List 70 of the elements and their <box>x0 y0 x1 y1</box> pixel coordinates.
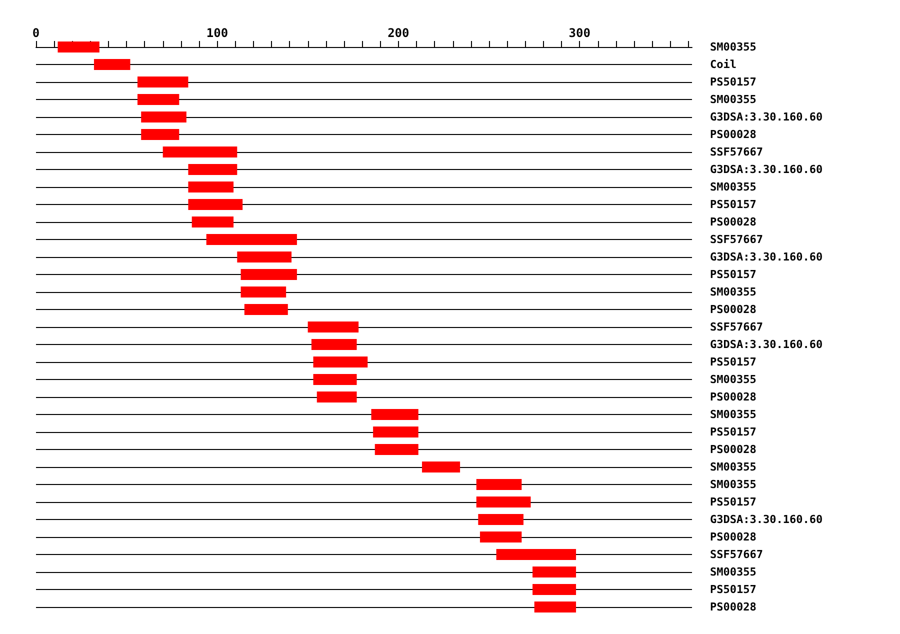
y-tick-label: PS00028 <box>710 530 756 544</box>
y-tick-label: G3DSA:3.30.160.60 <box>710 250 823 264</box>
bar <box>308 322 359 332</box>
y-tick-label: SM00355 <box>710 286 756 298</box>
y-tick-label: SM00355 <box>710 478 756 491</box>
bar <box>476 496 531 508</box>
bar <box>534 602 576 612</box>
bar <box>188 182 234 192</box>
bar <box>188 164 238 175</box>
y-tick-label: PS50157 <box>710 268 756 281</box>
bar <box>532 584 576 595</box>
y-tick-label: G3DSA:3.30.160.60 <box>710 513 823 526</box>
bar <box>311 339 357 350</box>
y-tick-label: SM00355 <box>710 566 756 578</box>
bar <box>162 146 238 158</box>
bar <box>371 409 418 420</box>
y-tick-label: PS50157 <box>710 583 756 596</box>
y-tick-label: G3DSA:3.30.160.60 <box>710 163 823 176</box>
bar <box>313 356 368 368</box>
x-tick-label: 300 <box>568 26 590 40</box>
y-tick-label: SM00355 <box>710 180 756 194</box>
y-tick-label: SM00355 <box>710 373 756 386</box>
bar <box>94 59 130 70</box>
y-tick-label: SSF57667 <box>710 320 763 334</box>
bar <box>141 129 180 140</box>
y-tick-label: PS50157 <box>710 198 756 211</box>
bar <box>206 234 297 245</box>
bar <box>476 479 522 490</box>
y-tick-label: PS00028 <box>710 303 756 316</box>
bar <box>374 444 418 455</box>
x-tick-label: 100 <box>206 26 228 40</box>
y-tick-label: SM00355 <box>710 460 756 474</box>
bar <box>316 392 357 402</box>
bar <box>244 304 288 315</box>
y-tick-label: PS50157 <box>710 426 756 438</box>
bar <box>192 216 234 228</box>
y-tick-label: Coil <box>710 58 736 71</box>
bar <box>240 269 297 280</box>
y-tick-label: SM00355 <box>710 93 756 106</box>
y-tick-label: SSF57667 <box>710 548 763 561</box>
y-tick-label: SSF57667 <box>710 233 763 246</box>
y-tick-label: PS00028 <box>710 128 756 141</box>
y-tick-label: PS50157 <box>710 496 756 508</box>
bar <box>478 514 524 525</box>
y-tick-label: SM00355 <box>710 40 756 54</box>
bar <box>313 374 357 385</box>
y-tick-label: SSF57667 <box>710 146 763 158</box>
y-tick-label: PS00028 <box>710 600 756 614</box>
bar <box>237 252 292 262</box>
x-tick-label: 0 <box>32 26 40 40</box>
bar <box>422 462 460 472</box>
y-tick-label: PS00028 <box>710 390 756 404</box>
bar <box>480 532 522 542</box>
y-tick-label: G3DSA:3.30.160.60 <box>710 110 823 124</box>
y-tick-label: PS00028 <box>710 443 756 456</box>
bar <box>137 94 180 105</box>
bar <box>240 286 286 298</box>
y-tick-label: G3DSA:3.30.160.60 <box>710 338 823 351</box>
bar <box>532 566 576 578</box>
y-tick-label: PS50157 <box>710 76 756 88</box>
bar <box>141 112 186 122</box>
y-tick-label: SM00355 <box>710 408 756 421</box>
bar <box>137 76 188 88</box>
bar <box>373 426 418 438</box>
bar <box>496 549 576 560</box>
x-tick-label: 200 <box>388 26 410 40</box>
y-tick-label: PS50157 <box>710 356 756 368</box>
bar <box>188 199 243 210</box>
bar <box>58 42 100 52</box>
y-tick-label: PS00028 <box>710 216 756 228</box>
